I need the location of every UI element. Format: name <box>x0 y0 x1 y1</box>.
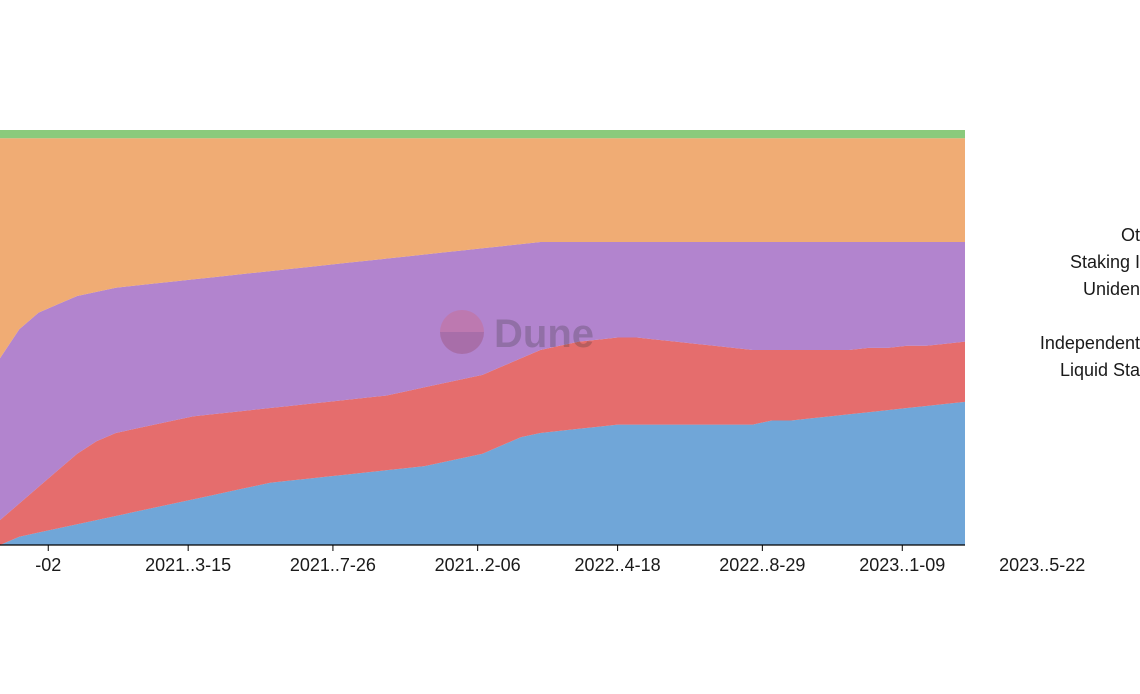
x-tick-label: 2021..2-06 <box>435 555 521 575</box>
legend-item: Liquid Sta <box>1040 360 1140 381</box>
legend-item: Staking I <box>1040 252 1140 273</box>
legend-item: Independent <box>1040 333 1140 354</box>
legend-item <box>1040 306 1140 327</box>
area-ot <box>0 130 965 138</box>
stacked-area-chart: -02 2021..3-15 2021..7-26 2021..2-06 2022..4… <box>0 0 1140 694</box>
x-tick-label: 2022..4-18 <box>575 555 661 575</box>
chart-legend: Ot Staking I Uniden Independent Liquid Sta <box>1040 225 1140 381</box>
x-tick-label: -02 <box>35 555 61 575</box>
x-tick-label: 2021..7-26 <box>290 555 376 575</box>
legend-item: Uniden <box>1040 279 1140 300</box>
x-tick-label: 2023..5-22 <box>999 555 1085 575</box>
legend-item: Ot <box>1040 225 1140 246</box>
x-tick-label: 2021..3-15 <box>145 555 231 575</box>
x-tick-label: 2022..8-29 <box>719 555 805 575</box>
x-tick-label: 2023..1-09 <box>859 555 945 575</box>
